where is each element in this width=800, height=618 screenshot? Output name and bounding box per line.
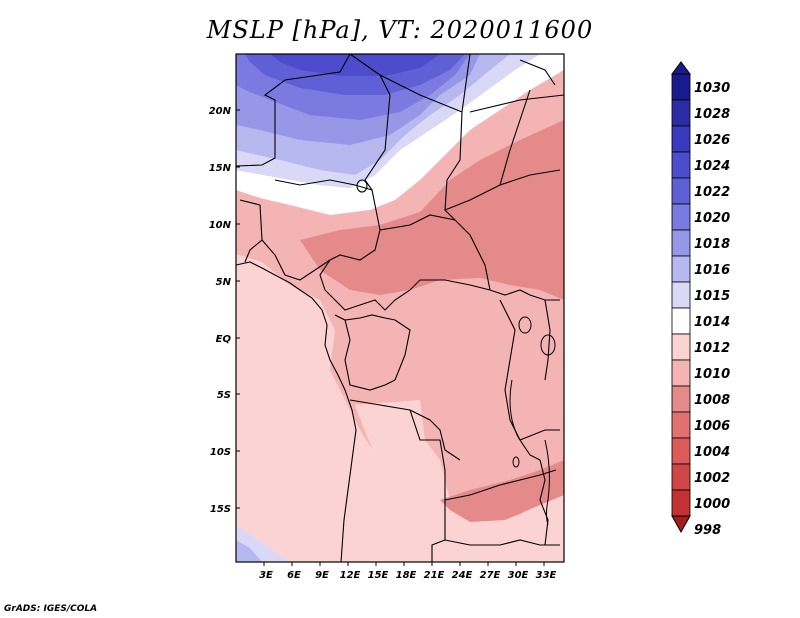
- colorbar-cells: [671, 73, 691, 517]
- colorbar-label: 1000: [694, 497, 730, 512]
- colorbar-cell: [671, 73, 691, 101]
- lon-tick-label: 6E: [287, 570, 301, 581]
- lon-tick-label: 9E: [315, 570, 329, 581]
- pressure-field-1024: [270, 54, 440, 76]
- lon-tick-label: 33E: [536, 570, 557, 581]
- colorbar-cell: [671, 255, 691, 283]
- colorbar-cell: [671, 463, 691, 491]
- colorbar-label: 1020: [694, 211, 730, 226]
- colorbar-cell: [671, 359, 691, 387]
- colorbar-cell: [671, 151, 691, 179]
- colorbar-label: 1014: [694, 315, 730, 330]
- colorbar-cell: [671, 385, 691, 413]
- colorbar-label: 1008: [694, 393, 730, 408]
- lat-tick-label: 15N: [209, 163, 232, 174]
- lat-tick-label: 5S: [217, 390, 231, 401]
- colorbar-cell: [671, 489, 691, 517]
- colorbar-cell: [671, 177, 691, 205]
- colorbar-cell: [671, 99, 691, 127]
- lon-tick-label: 3E: [259, 570, 273, 581]
- lat-tick-label: 10S: [210, 447, 231, 458]
- colorbar-label: 1030: [694, 81, 730, 96]
- lat-tick-label: 10N: [209, 220, 232, 231]
- lon-tick-labels: 3E 6E 9E 12E 15E 18E 21E 24E 27E 30E 33E: [259, 570, 556, 581]
- colorbar-label: 1006: [694, 419, 730, 434]
- colorbar-label: 1002: [694, 471, 730, 486]
- lat-tick-labels: 20N 15N 10N 5N EQ 5S 10S 15S: [209, 106, 232, 515]
- colorbar-labels: 1030 1028 1026 1024 1022 1020 1018 1016 …: [694, 81, 730, 538]
- lon-tick-label: 27E: [480, 570, 501, 581]
- pressure-field-1015-sw-inner: [236, 540, 262, 562]
- credit-text: GrADS: IGES/COLA: [4, 604, 98, 614]
- colorbar-label: 1012: [694, 341, 730, 356]
- colorbar-label: 1022: [694, 185, 730, 200]
- map-title: MSLP [hPa], VT: 2020011600: [206, 16, 594, 44]
- colorbar-cell: [671, 411, 691, 439]
- colorbar-label: 1028: [694, 107, 730, 122]
- lat-tick-label: 20N: [209, 106, 232, 117]
- map-frame: [235, 53, 565, 563]
- pressure-field-1012-south: [355, 400, 564, 562]
- lon-tick-label: 21E: [424, 570, 445, 581]
- lon-tick-label: 30E: [508, 570, 529, 581]
- colorbar-label: 1010: [694, 367, 730, 382]
- map-panel: [236, 54, 564, 562]
- lon-tick-label: 12E: [340, 570, 361, 581]
- pressure-field-1008: [300, 120, 564, 300]
- colorbar-cell: [671, 281, 691, 309]
- colorbar-cell: [671, 437, 691, 465]
- colorbar-label: 1015: [694, 289, 730, 304]
- pressure-field-1014: [236, 54, 564, 215]
- colorbar-cell: [671, 229, 691, 257]
- lakes: [356, 179, 556, 526]
- colorbar-bottom-arrow: [671, 515, 691, 534]
- political-borders: [236, 54, 564, 562]
- lon-tick-label: 24E: [452, 570, 473, 581]
- colorbar-cell: [671, 125, 691, 153]
- lon-tick-label: 18E: [396, 570, 417, 581]
- colorbar-label: 1026: [694, 133, 730, 148]
- colorbar-cell: [671, 333, 691, 361]
- lon-tick-marks: [263, 562, 545, 566]
- colorbar-top-arrow: [671, 61, 691, 75]
- pressure-field-1008-south: [440, 460, 564, 522]
- lat-tick-label: 5N: [216, 277, 232, 288]
- colorbar-label: 1018: [694, 237, 730, 252]
- lon-tick-label: 15E: [368, 570, 389, 581]
- colorbar-label: 998: [694, 523, 721, 538]
- colorbar-label: 1024: [694, 159, 730, 174]
- lat-tick-label: 15S: [210, 504, 231, 515]
- colorbar: 1030 1028 1026 1024 1022 1020 1018 1016 …: [671, 61, 730, 538]
- colorbar-cell: [671, 203, 691, 231]
- colorbar-label: 1004: [694, 445, 730, 460]
- lat-tick-marks: [236, 109, 240, 509]
- colorbar-label: 1016: [694, 263, 730, 278]
- lat-tick-label: EQ: [216, 334, 232, 345]
- colorbar-cell: [671, 307, 691, 335]
- pressure-field-1015: [236, 54, 540, 188]
